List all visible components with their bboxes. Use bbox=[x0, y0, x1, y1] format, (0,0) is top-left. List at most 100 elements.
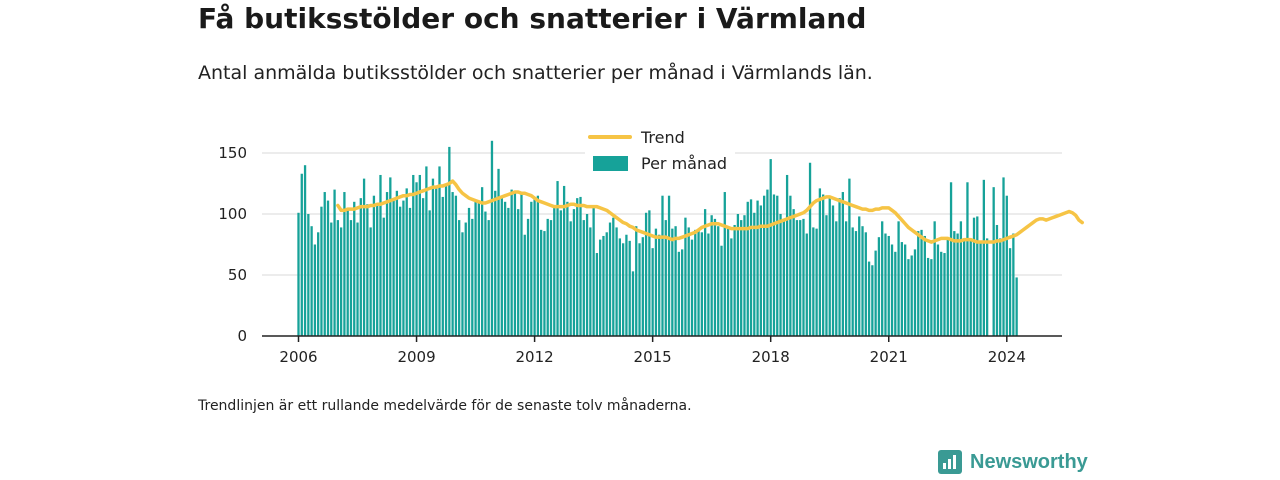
bar bbox=[890, 244, 894, 336]
bar bbox=[658, 234, 661, 336]
bar bbox=[874, 250, 877, 336]
bar bbox=[379, 174, 382, 336]
bar bbox=[589, 227, 592, 336]
bar bbox=[946, 238, 949, 336]
bar bbox=[553, 207, 556, 336]
bar bbox=[703, 209, 707, 336]
bar bbox=[933, 221, 936, 336]
bar bbox=[743, 215, 746, 336]
bar bbox=[300, 173, 303, 336]
bar bbox=[638, 243, 641, 336]
bar bbox=[894, 251, 897, 336]
bar bbox=[762, 195, 766, 336]
bar bbox=[526, 218, 530, 336]
legend-bar-label: Per månad bbox=[641, 154, 727, 173]
bar bbox=[530, 201, 533, 336]
bar bbox=[979, 240, 982, 336]
bar bbox=[920, 229, 923, 336]
bar bbox=[661, 195, 664, 336]
bar bbox=[507, 207, 510, 336]
bar bbox=[395, 190, 399, 336]
x-tick-label: 2015 bbox=[634, 348, 672, 366]
bar bbox=[802, 218, 805, 336]
bar bbox=[405, 188, 408, 336]
bar bbox=[376, 204, 379, 336]
bar bbox=[985, 238, 989, 336]
bar bbox=[467, 207, 471, 336]
bar bbox=[943, 253, 946, 336]
bar bbox=[474, 201, 477, 336]
newsworthy-brand: Newsworthy bbox=[938, 450, 1088, 474]
bar bbox=[307, 214, 310, 336]
bar bbox=[940, 251, 943, 336]
bar bbox=[1012, 233, 1015, 336]
bar bbox=[431, 178, 435, 336]
bar bbox=[959, 221, 963, 336]
bar bbox=[500, 195, 503, 336]
bar bbox=[454, 195, 458, 336]
bar bbox=[628, 240, 631, 336]
trend-line bbox=[336, 179, 1084, 244]
bar bbox=[615, 227, 618, 336]
bar bbox=[792, 209, 795, 336]
bar bbox=[861, 226, 864, 336]
bar-chart: 0 50 100 150 2006 2009 2012 2015 2018 2021 2024 Tr… bbox=[218, 128, 1084, 366]
bar bbox=[366, 204, 369, 336]
bar bbox=[769, 159, 772, 336]
bar bbox=[822, 194, 825, 336]
bar bbox=[359, 198, 362, 336]
bar bbox=[579, 196, 582, 336]
bar bbox=[346, 210, 349, 336]
bar bbox=[681, 249, 684, 336]
bar bbox=[605, 232, 608, 336]
bar bbox=[854, 231, 858, 336]
bar bbox=[664, 220, 667, 336]
bar bbox=[385, 192, 389, 336]
bar bbox=[844, 221, 848, 336]
bar bbox=[592, 207, 595, 336]
bar bbox=[602, 235, 605, 336]
bar bbox=[694, 229, 697, 336]
bar bbox=[490, 140, 494, 336]
bar bbox=[805, 233, 808, 336]
bar bbox=[349, 220, 353, 336]
bar bbox=[480, 187, 484, 336]
bar bbox=[654, 228, 658, 336]
bar bbox=[343, 192, 346, 336]
bar bbox=[1002, 177, 1005, 336]
bar bbox=[667, 195, 671, 336]
bar bbox=[421, 198, 425, 336]
bar bbox=[477, 203, 480, 336]
bar bbox=[621, 243, 625, 336]
bar bbox=[966, 182, 969, 336]
bar bbox=[907, 259, 910, 336]
bar bbox=[546, 218, 549, 336]
bar bbox=[789, 195, 792, 336]
x-tick-label: 2021 bbox=[870, 348, 908, 366]
bar bbox=[684, 217, 687, 336]
bar bbox=[513, 192, 517, 336]
x-tick-label: 2009 bbox=[397, 348, 435, 366]
bar bbox=[451, 192, 454, 336]
bar bbox=[766, 189, 769, 336]
bar bbox=[759, 205, 763, 336]
bar bbox=[772, 194, 776, 336]
bar bbox=[897, 221, 900, 336]
bar bbox=[700, 232, 703, 336]
y-tick-label: 150 bbox=[218, 144, 247, 162]
bar bbox=[408, 207, 412, 336]
axes: 0 50 100 150 2006 2009 2012 2015 2018 2021 2024 bbox=[218, 144, 1062, 366]
y-tick-label: 0 bbox=[237, 327, 247, 345]
bar bbox=[566, 201, 569, 336]
bar bbox=[671, 228, 674, 336]
bar bbox=[392, 200, 395, 336]
bar bbox=[1008, 248, 1012, 336]
bar bbox=[687, 227, 690, 336]
bar bbox=[963, 240, 966, 336]
bar bbox=[795, 220, 799, 336]
bar bbox=[936, 244, 940, 336]
bar bbox=[995, 224, 999, 336]
bar bbox=[881, 221, 884, 336]
bar bbox=[549, 220, 553, 336]
bar bbox=[707, 233, 710, 336]
